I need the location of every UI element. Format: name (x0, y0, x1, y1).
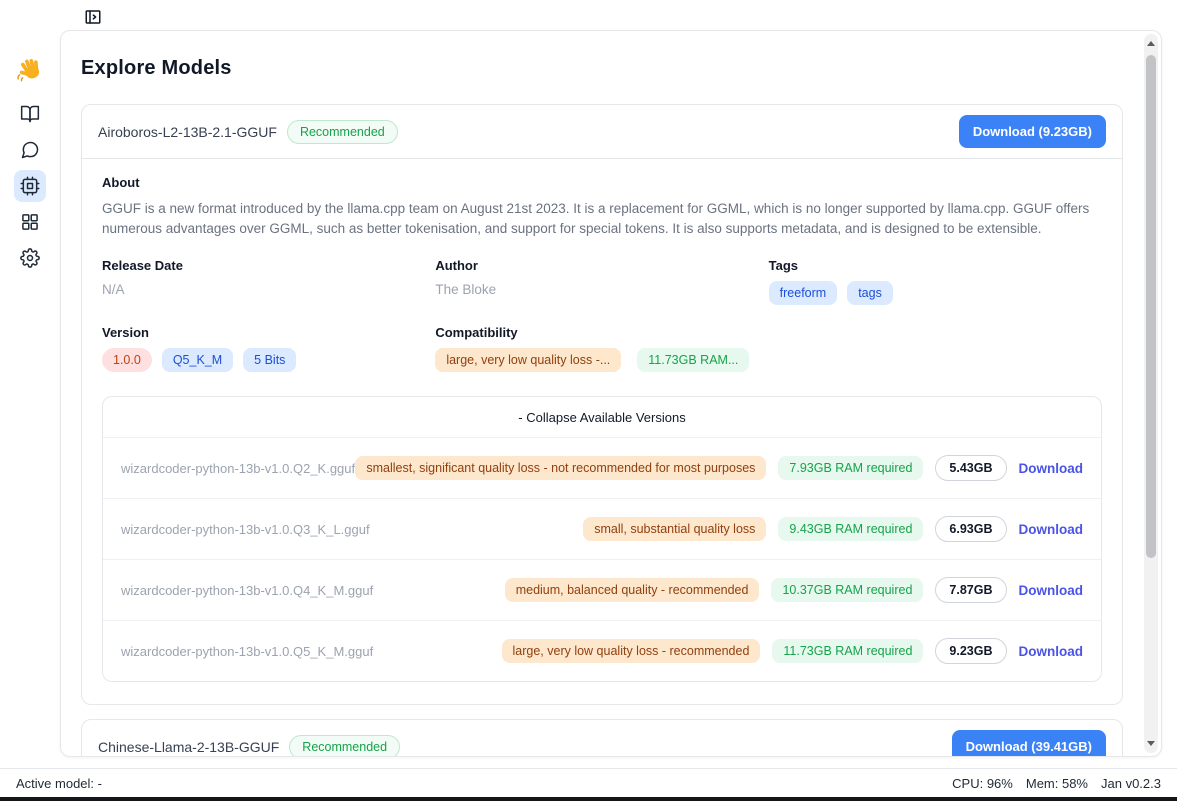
version-row: wizardcoder-python-13b-v1.0.Q4_K_M.gguf … (103, 559, 1101, 620)
download-version-link[interactable]: Download (1018, 460, 1084, 476)
quality-badge: smallest, significant quality loss - not… (355, 456, 767, 481)
mem-usage: Mem: 58% (1025, 775, 1088, 791)
book-open-icon (20, 105, 40, 123)
model-meta-grid: Release Date N/A Author The Bloke Tags f… (102, 258, 1102, 373)
scroll-down-arrow-icon[interactable] (1147, 741, 1155, 746)
recommended-badge: Recommended (286, 119, 398, 144)
quality-badge: medium, balanced quality - recommended (504, 578, 760, 603)
page-title: Explore Models (81, 57, 232, 79)
taskbar-strip (0, 797, 1177, 801)
panel-expand-icon[interactable] (84, 8, 102, 26)
quality-badge: large, very low quality loss - recommend… (501, 639, 761, 664)
ram-badge: 7.93GB RAM required (778, 456, 924, 481)
recommended-badge: Recommended (289, 734, 401, 756)
cpu-bot-icon (20, 176, 40, 196)
version-row: wizardcoder-python-13b-v1.0.Q5_K_M.gguf … (103, 620, 1101, 681)
download-version-link[interactable]: Download (1018, 521, 1084, 537)
top-bar (0, 0, 1177, 30)
version-file-name: wizardcoder-python-13b-v1.0.Q2_K.gguf (121, 460, 356, 476)
quality-badge: small, substantial quality loss (583, 517, 767, 542)
quality-badge: large, very low quality loss -... (435, 348, 622, 373)
download-model-button[interactable]: Download (39.41GB) (951, 730, 1106, 756)
download-model-button[interactable]: Download (9.23GB) (958, 115, 1106, 148)
sidebar-item-apps[interactable] (14, 206, 46, 238)
about-label: About (102, 175, 140, 190)
waving-hand-icon (16, 56, 44, 84)
release-date-label: Release Date (102, 258, 183, 274)
app-version: Jan v0.2.3 (1101, 775, 1161, 791)
sidebar-item-settings[interactable] (14, 242, 46, 274)
tag-badge: freeform (768, 281, 838, 306)
version-badge: 1.0.0 (102, 348, 152, 373)
version-file-name: wizardcoder-python-13b-v1.0.Q5_K_M.gguf (121, 643, 374, 659)
download-version-link[interactable]: Download (1018, 582, 1084, 598)
about-text: GGUF is a new format introduced by the l… (102, 201, 1090, 236)
scroll-up-arrow-icon[interactable] (1147, 41, 1155, 46)
version-label: Version (102, 325, 149, 341)
model-title: Chinese-Llama-2-13B-GGUF (98, 738, 280, 755)
ram-badge: 10.37GB RAM required (771, 578, 924, 603)
sidebar-item-docs[interactable] (14, 98, 46, 130)
author-cell: Author The Bloke (435, 258, 768, 305)
ram-badge: 11.73GB RAM required (772, 639, 924, 664)
cpu-usage: CPU: 96% (952, 775, 1013, 791)
sidebar-item-chat[interactable] (14, 134, 46, 166)
compatibility-cell: Compatibility large, very low quality lo… (435, 325, 1102, 373)
bits-badge: 5 Bits (243, 348, 297, 373)
version-row: wizardcoder-python-13b-v1.0.Q2_K.gguf sm… (103, 437, 1101, 498)
author-value: The Bloke (435, 282, 497, 298)
download-version-link[interactable]: Download (1018, 643, 1084, 659)
author-label: Author (435, 258, 478, 274)
quantization-badge: Q5_K_M (161, 348, 234, 373)
version-cell: Version 1.0.0 Q5_K_M 5 Bits (102, 325, 435, 373)
active-model-status: Active model: - (16, 775, 102, 791)
tag-badge: tags (847, 281, 893, 306)
main-panel: Explore Models Airoboros-L2-13B-2.1-GGUF… (60, 30, 1162, 757)
release-date-cell: Release Date N/A (102, 258, 435, 305)
model-title: Airoboros-L2-13B-2.1-GGUF (98, 123, 277, 140)
sidebar (0, 30, 60, 768)
status-bar: Active model: - CPU: 96% Mem: 58% Jan v0… (0, 768, 1177, 797)
file-size-pill: 6.93GB (935, 516, 1007, 543)
scrollbar-thumb[interactable] (1146, 55, 1156, 558)
file-size-pill: 9.23GB (935, 638, 1007, 665)
grid-icon (22, 214, 38, 230)
model-card-header: Airoboros-L2-13B-2.1-GGUF Recommended Do… (82, 105, 1122, 159)
file-size-pill: 7.87GB (935, 577, 1007, 604)
ram-badge: 9.43GB RAM required (778, 517, 924, 542)
file-size-pill: 5.43GB (935, 455, 1007, 482)
model-card-chinese-llama: Chinese-Llama-2-13B-GGUF Recommended Dow… (81, 719, 1123, 756)
sidebar-item-explore-models[interactable] (14, 170, 46, 202)
model-card-airoboros: Airoboros-L2-13B-2.1-GGUF Recommended Do… (81, 104, 1123, 706)
ram-badge: 11.73GB RAM... (637, 348, 750, 373)
chat-bubble-icon (21, 141, 39, 159)
compatibility-label: Compatibility (435, 325, 518, 341)
sidebar-nav (14, 98, 46, 274)
collapse-versions-toggle[interactable]: - Collapse Available Versions (518, 410, 686, 426)
version-file-name: wizardcoder-python-13b-v1.0.Q4_K_M.gguf (121, 582, 374, 598)
tags-label: Tags (768, 258, 799, 274)
model-card-header: Chinese-Llama-2-13B-GGUF Recommended Dow… (82, 720, 1122, 756)
version-file-name: wizardcoder-python-13b-v1.0.Q3_K_L.gguf (121, 521, 370, 537)
tags-cell: Tags freeform tags (768, 258, 1102, 306)
gear-icon (20, 248, 40, 268)
version-row: wizardcoder-python-13b-v1.0.Q3_K_L.gguf … (103, 498, 1101, 559)
model-card-body: About GGUF is a new format introduced by… (82, 159, 1122, 704)
vertical-scrollbar[interactable] (1144, 34, 1158, 753)
release-date-value: N/A (102, 282, 125, 298)
available-versions-panel: - Collapse Available Versions wizardcode… (102, 396, 1102, 683)
